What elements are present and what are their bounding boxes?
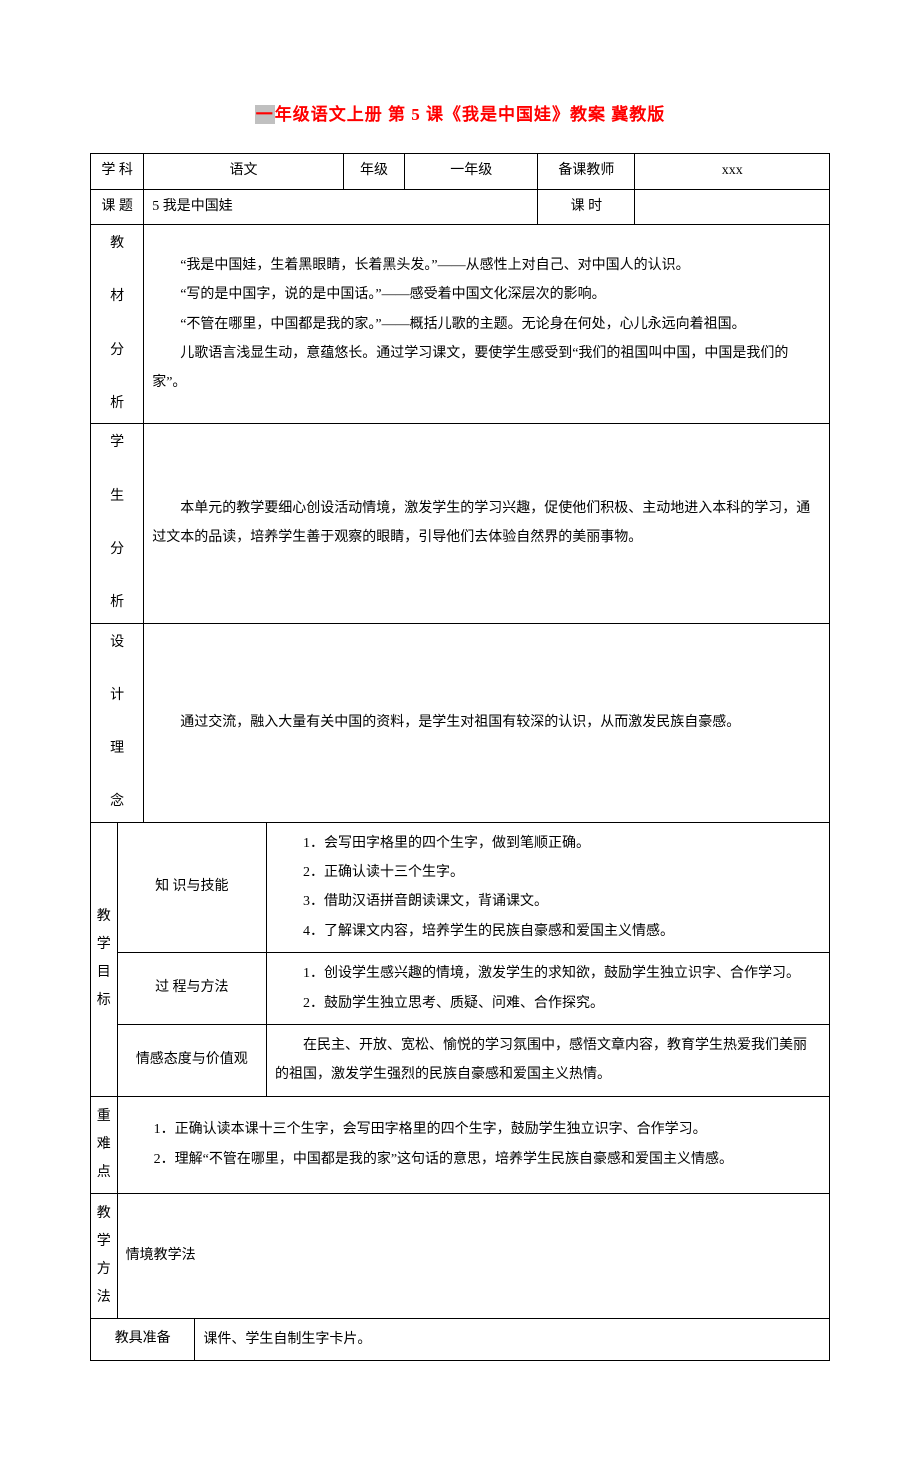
process-content: 1．创设学生感兴趣的情境，激发学生的求知欲，鼓励学生独立识字、合作学习。 2．鼓… <box>267 953 830 1025</box>
objectives-main-label: 教 学 目 标 <box>91 822 118 1096</box>
subject-value: 语文 <box>144 154 344 190</box>
meta-row-1: 学 科 语文 年级 一年级 备课教师 xxx <box>91 154 830 190</box>
material-p1: “我是中国娃，生着黑眼睛，长着黑头发。”——从感性上对自己、对中国人的认识。 <box>152 251 821 280</box>
material-p2: “写的是中国字，说的是中国话。”——感受着中国文化深层次的影响。 <box>152 280 821 309</box>
topic-label: 课 题 <box>91 189 144 225</box>
material-p3: “不管在哪里，中国都是我的家。”——概括儿歌的主题。无论身在何处，心儿永远向着祖… <box>152 310 821 339</box>
label-char: 设 <box>110 630 124 657</box>
process-label: 过 程与方法 <box>117 953 266 1025</box>
knowledge-label: 知 识与技能 <box>117 822 266 953</box>
label-char: 念 <box>110 789 124 816</box>
design-concept-content: 通过交流，融入大量有关中国的资料，是学生对祖国有较深的认识，从而激发民族自豪感。 <box>144 623 830 822</box>
process-line2: 2．鼓励学生独立思考、质疑、问难、合作探究。 <box>275 989 821 1018</box>
knowledge-line2: 2．正确认读十三个生字。 <box>275 858 821 887</box>
tools-row: 教具准备 课件、学生自制生字卡片。 <box>91 1318 830 1360</box>
grade-value: 一年级 <box>405 154 538 190</box>
label-char: 难 <box>97 1131 111 1159</box>
tools-content: 课件、学生自制生字卡片。 <box>195 1318 830 1360</box>
design-p1: 通过交流，融入大量有关中国的资料，是学生对祖国有较深的认识，从而激发民族自豪感。 <box>152 708 821 737</box>
values-content: 在民主、开放、宽松、愉悦的学习氛围中，感悟文章内容，教育学生热爱我们美丽的祖国，… <box>267 1025 830 1097</box>
student-analysis-content: 本单元的教学要细心创设活动情境，激发学生的学习兴趣，促使他们积极、主动地进入本科… <box>144 424 830 623</box>
teacher-label: 备课教师 <box>538 154 635 190</box>
label-char: 目 <box>97 959 111 987</box>
subject-label: 学 科 <box>91 154 144 190</box>
label-char: 教 <box>97 903 111 931</box>
lesson-plan-table: 学 科 语文 年级 一年级 备课教师 xxx 课 题 5 我是中国娃 课 时 教… <box>90 153 830 1361</box>
label-char: 理 <box>110 736 124 763</box>
knowledge-line4: 4．了解课文内容，培养学生的民族自豪感和爱国主义情感。 <box>275 917 821 946</box>
document-title: 一年级语文上册 第 5 课《我是中国娃》教案 冀教版 <box>90 100 830 125</box>
objectives-process-row: 过 程与方法 1．创设学生感兴趣的情境，激发学生的求知欲，鼓励学生独立识字、合作… <box>91 953 830 1025</box>
title-body: 年级语文上册 第 5 课《我是中国娃》教案 冀教版 <box>275 105 666 124</box>
label-char: 学 <box>110 430 124 457</box>
student-p1: 本单元的教学要细心创设活动情境，激发学生的学习兴趣，促使他们积极、主动地进入本科… <box>152 494 821 553</box>
label-char: 点 <box>97 1159 111 1187</box>
knowledge-line1: 1．会写田字格里的四个生字，做到笔顺正确。 <box>275 829 821 858</box>
key-points-content: 1．正确认读本课十三个生字，会写田字格里的四个生字，鼓励学生独立识字、合作学习。… <box>117 1096 829 1193</box>
label-char: 学 <box>97 1228 111 1256</box>
tools-label: 教具准备 <box>91 1318 195 1360</box>
period-label: 课 时 <box>538 189 635 225</box>
material-p4: 儿歌语言浅显生动，意蕴悠长。通过学习课文，要使学生感受到“我们的祖国叫中国，中国… <box>152 339 821 398</box>
process-line1: 1．创设学生感兴趣的情境，激发学生的求知欲，鼓励学生独立识字、合作学习。 <box>275 959 821 988</box>
label-char: 法 <box>97 1284 111 1312</box>
label-char: 教 <box>110 231 124 258</box>
key-points-label: 重 难 点 <box>91 1096 118 1193</box>
grade-label: 年级 <box>343 154 404 190</box>
material-analysis-content: “我是中国娃，生着黑眼睛，长着黑头发。”——从感性上对自己、对中国人的认识。 “… <box>144 225 830 424</box>
objectives-values-row: 情感态度与价值观 在民主、开放、宽松、愉悦的学习氛围中，感悟文章内容，教育学生热… <box>91 1025 830 1097</box>
label-char: 析 <box>110 391 124 418</box>
knowledge-content: 1．会写田字格里的四个生字，做到笔顺正确。 2．正确认读十三个生字。 3．借助汉… <box>267 822 830 953</box>
keypoints-p2: 2．理解“不管在哪里，中国都是我的家”这句话的意思，培养学生民族自豪感和爱国主义… <box>126 1145 821 1174</box>
label-char: 重 <box>97 1103 111 1131</box>
methods-label: 教 学 方 法 <box>91 1193 118 1318</box>
keypoints-p1: 1．正确认读本课十三个生字，会写田字格里的四个生字，鼓励学生独立识字、合作学习。 <box>126 1115 821 1144</box>
material-analysis-label: 教 材 分 析 <box>91 225 144 424</box>
design-concept-row: 设 计 理 念 通过交流，融入大量有关中国的资料，是学生对祖国有较深的认识，从而… <box>91 623 830 822</box>
title-prefix: 一 <box>255 105 275 124</box>
period-value <box>635 189 830 225</box>
student-analysis-row: 学 生 分 析 本单元的教学要细心创设活动情境，激发学生的学习兴趣，促使他们积极… <box>91 424 830 623</box>
label-char: 标 <box>97 987 111 1015</box>
label-char: 方 <box>97 1256 111 1284</box>
label-char: 生 <box>110 484 124 511</box>
label-char: 分 <box>110 537 124 564</box>
label-char: 计 <box>110 683 124 710</box>
material-analysis-row: 教 材 分 析 “我是中国娃，生着黑眼睛，长着黑头发。”——从感性上对自己、对中… <box>91 225 830 424</box>
methods-row: 教 学 方 法 情境教学法 <box>91 1193 830 1318</box>
values-line1: 在民主、开放、宽松、愉悦的学习氛围中，感悟文章内容，教育学生热爱我们美丽的祖国，… <box>275 1031 821 1090</box>
key-points-row: 重 难 点 1．正确认读本课十三个生字，会写田字格里的四个生字，鼓励学生独立识字… <box>91 1096 830 1193</box>
values-label: 情感态度与价值观 <box>117 1025 266 1097</box>
label-char: 学 <box>97 931 111 959</box>
methods-content: 情境教学法 <box>117 1193 829 1318</box>
label-char: 分 <box>110 338 124 365</box>
label-char: 析 <box>110 590 124 617</box>
design-concept-label: 设 计 理 念 <box>91 623 144 822</box>
objectives-knowledge-row: 教 学 目 标 知 识与技能 1．会写田字格里的四个生字，做到笔顺正确。 2．正… <box>91 822 830 953</box>
knowledge-line3: 3．借助汉语拼音朗读课文，背诵课文。 <box>275 887 821 916</box>
meta-row-2: 课 题 5 我是中国娃 课 时 <box>91 189 830 225</box>
teacher-value: xxx <box>635 154 830 190</box>
student-analysis-label: 学 生 分 析 <box>91 424 144 623</box>
label-char: 教 <box>97 1200 111 1228</box>
topic-value: 5 我是中国娃 <box>144 189 538 225</box>
label-char: 材 <box>110 284 124 311</box>
